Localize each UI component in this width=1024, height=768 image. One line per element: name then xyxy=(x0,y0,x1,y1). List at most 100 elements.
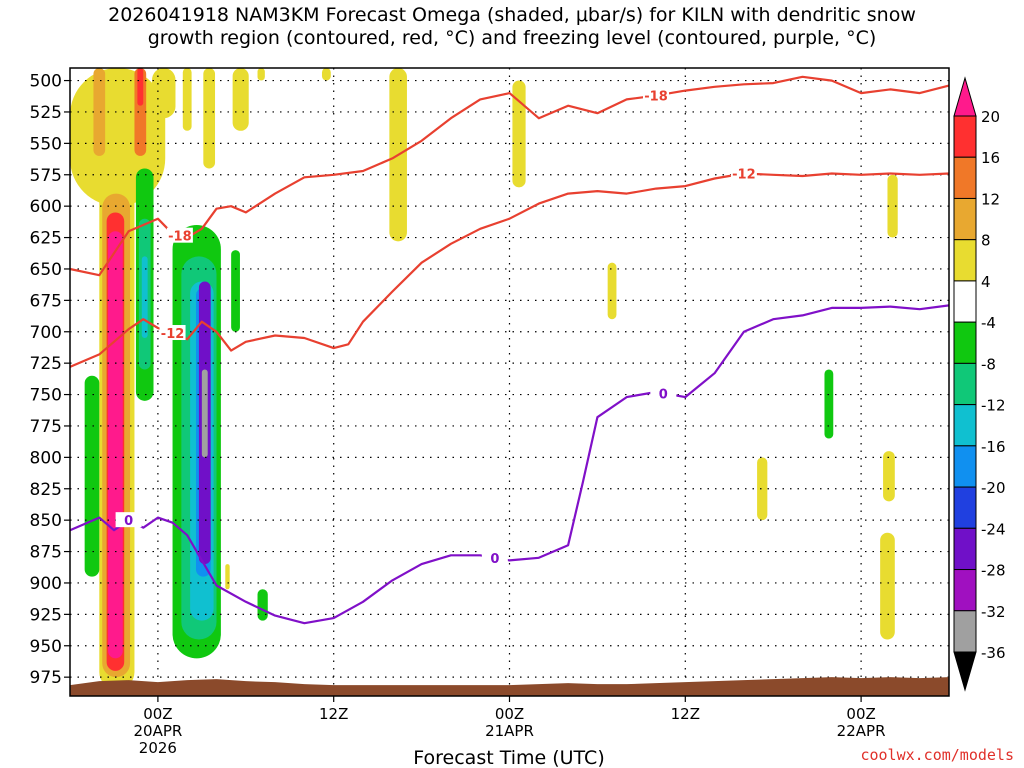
contour-label: -12 xyxy=(732,168,756,183)
colorbar-box xyxy=(953,239,977,282)
omega-region-green-b xyxy=(84,375,100,577)
y-tick-label: 925 xyxy=(30,605,62,625)
omega-region-yellow-i xyxy=(607,262,617,320)
omega-region-orange-top xyxy=(93,68,106,156)
colorbar-label: -36 xyxy=(981,644,1006,662)
y-tick-label: 975 xyxy=(30,668,62,688)
contour-line xyxy=(69,304,950,625)
contour-layer: -18 -18 -12 -12 0 0 0 xyxy=(69,75,950,625)
colorbar-box xyxy=(953,445,977,488)
colorbar-label: -12 xyxy=(981,397,1006,415)
y-tick-label: 550 xyxy=(30,134,62,154)
chart-title-line2: growth region (contoured, red, °C) and f… xyxy=(147,27,877,49)
x-axis-label: Forecast Time (UTC) xyxy=(413,747,604,768)
y-tick-label: 875 xyxy=(30,543,62,563)
terrain-surface xyxy=(70,677,949,696)
colorbar-label: 8 xyxy=(981,232,991,250)
colorbar-label: -8 xyxy=(981,355,996,373)
x-tick-date: 21APR xyxy=(485,722,534,740)
contour-label: -12 xyxy=(161,327,185,342)
omega-region-yellow-e xyxy=(257,68,265,81)
axes-layer: 500 525 550 575 600 625 650 675 700 725 750 775 800 8… xyxy=(30,72,886,757)
omega-region-yellow-m xyxy=(880,532,895,640)
y-tick-label: 575 xyxy=(30,166,62,186)
colorbar-box xyxy=(953,527,977,571)
chart-title: 2026041918 NAM3KM Forecast Omega (shaded… xyxy=(0,4,1024,50)
contour-label-bg xyxy=(643,87,669,103)
y-tick-label: 675 xyxy=(30,291,62,311)
contour-line xyxy=(69,75,950,277)
colorbar-box xyxy=(953,404,977,447)
contour-label-bg xyxy=(481,549,508,565)
contour-label: 0 xyxy=(490,552,499,567)
contour-label: -18 xyxy=(168,230,192,245)
x-tick-label: 12Z xyxy=(671,705,700,723)
colorbar-bottom-triangle xyxy=(953,651,977,692)
contour-label: 0 xyxy=(659,387,668,402)
omega-region-yellow-b xyxy=(182,68,192,131)
credit-text: coolwx.com/models xyxy=(860,746,1014,764)
omega-region-yellow-f xyxy=(321,68,331,81)
omega-region-yellow-l xyxy=(883,451,895,502)
colorbar-box xyxy=(953,280,977,323)
omega-region-cyan-a xyxy=(141,256,148,339)
colorbar-label: 20 xyxy=(981,108,1000,126)
contour-label: 0 xyxy=(124,514,133,529)
x-tick-label: 00Z xyxy=(495,705,524,723)
chart-title-line1: 2026041918 NAM3KM Forecast Omega (shaded… xyxy=(108,4,916,26)
y-tick-label: 600 xyxy=(30,197,62,217)
y-tick-label: 625 xyxy=(30,229,62,249)
colorbar-label: 16 xyxy=(981,149,1000,167)
contour-label: -18 xyxy=(644,90,668,105)
contour-label-bg xyxy=(115,512,142,528)
x-tick-date: 22APR xyxy=(837,722,886,740)
colorbar: 20 16 12 8 4 -4 -8 -12 -16 -20 -24 -28 -32 -36 xyxy=(953,76,1006,692)
omega-region-yellow-a xyxy=(152,68,176,119)
x-tick-label: 12Z xyxy=(319,705,348,723)
omega-region-gray-c xyxy=(201,369,208,458)
colorbar-box xyxy=(953,486,977,529)
y-tick-label: 650 xyxy=(30,260,62,280)
contour-label-bg xyxy=(166,227,193,243)
omega-region-yellow-n xyxy=(225,564,230,590)
omega-region-green-f xyxy=(824,369,834,439)
colorbar-label: -24 xyxy=(981,520,1006,538)
omega-region-green-e xyxy=(257,589,268,621)
y-tick-label: 950 xyxy=(30,637,62,657)
y-tick-label: 500 xyxy=(30,72,62,92)
y-tick-label: 750 xyxy=(30,386,62,406)
x-tick-year: 2026 xyxy=(139,739,177,757)
x-tick-label: 00Z xyxy=(143,705,172,723)
y-tick-label: 825 xyxy=(30,480,62,500)
contour-label-bg xyxy=(159,325,186,341)
y-tick-label: 800 xyxy=(30,448,62,468)
omega-region-green-d xyxy=(231,250,240,332)
omega-region-magenta-core xyxy=(108,231,123,659)
x-tick-date: 20APR xyxy=(133,722,182,740)
y-tick-label: 725 xyxy=(30,354,62,374)
contour-label-bg xyxy=(730,165,757,181)
omega-region-yellow-j xyxy=(757,457,768,521)
y-tick-label: 850 xyxy=(30,511,62,531)
y-tick-label: 775 xyxy=(30,417,62,437)
colorbar-top-triangle xyxy=(953,76,977,117)
colorbar-label: -16 xyxy=(981,438,1006,456)
omega-region-yellow-h xyxy=(512,80,526,188)
colorbar-label: 4 xyxy=(981,273,991,291)
omega-shading-layer xyxy=(70,68,898,690)
y-tick-label: 900 xyxy=(30,574,62,594)
colorbar-label: -4 xyxy=(981,314,996,332)
omega-region-yellow-c xyxy=(203,68,216,169)
colorbar-box xyxy=(953,321,977,364)
y-tick-label: 525 xyxy=(30,103,62,123)
colorbar-box xyxy=(953,197,977,241)
colorbar-label: -20 xyxy=(981,479,1006,497)
x-tick-label: 00Z xyxy=(846,705,875,723)
y-tick-label: 700 xyxy=(30,323,62,343)
colorbar-box xyxy=(953,156,977,199)
omega-region-red-top xyxy=(137,68,144,106)
terrain-layer xyxy=(70,677,949,696)
colorbar-label: -28 xyxy=(981,562,1006,580)
omega-region-yellow-k xyxy=(887,174,898,238)
